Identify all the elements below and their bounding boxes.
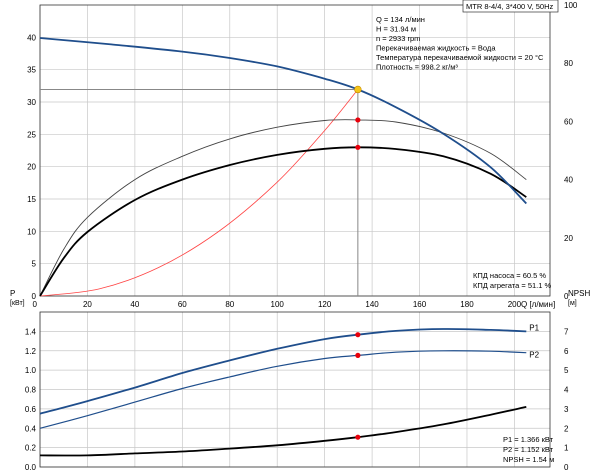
pump-efficiency-curve <box>39 119 527 297</box>
y2-tick-label: 60 <box>564 117 573 126</box>
y2-tick-label: 40 <box>564 176 573 185</box>
y-tick-label: 0.2 <box>25 444 37 453</box>
npsh-curve <box>39 406 527 457</box>
y-tick-label: 0.8 <box>25 386 37 395</box>
y-tick-label: 0.0 <box>25 463 37 472</box>
efficiency-info-line: КПД агрегата = 51.1 % <box>473 281 551 290</box>
y-tick-label: 35 <box>27 66 36 75</box>
y2-tick-label: 1 <box>564 444 569 453</box>
p1-curve <box>39 328 527 415</box>
x-tick-label: 20 <box>83 300 92 309</box>
duty-info-line: H = 31.94 м <box>376 25 416 34</box>
efficiency-info-line: КПД насоса = 60.5 % <box>473 271 546 280</box>
y-tick-label: 20 <box>27 163 36 172</box>
operating-point-marker <box>355 117 361 123</box>
x-tick-label: 120 <box>318 300 332 309</box>
x-tick-label: 40 <box>130 300 139 309</box>
duty-info-line: Плотность = 998.2 кг/м³ <box>376 63 458 72</box>
duty-info-line: n = 2933 rpm <box>376 34 420 43</box>
x-tick-label: 0 <box>33 300 38 309</box>
y-tick-label: 0.4 <box>25 424 37 433</box>
y2-tick-label: 5 <box>564 366 569 375</box>
x-tick-label: 180 <box>460 300 474 309</box>
series-label-p2: P2 <box>529 351 539 360</box>
y-tick-label: 15 <box>27 195 36 204</box>
y-tick-label: 30 <box>27 98 36 107</box>
y2-tick-label: 0 <box>564 463 569 472</box>
y-tick-label: 5 <box>32 260 37 269</box>
x-tick-label: 100 <box>271 300 285 309</box>
power-info-line: P1 = 1.366 кВт <box>503 435 554 444</box>
p2-curve <box>39 350 527 429</box>
operating-point-marker <box>355 434 361 440</box>
duty-info-line: Перекачиваемая жидкость = Вода <box>376 44 496 53</box>
operating-point-marker <box>355 352 361 358</box>
unit-efficiency-curve <box>39 146 527 297</box>
x-axis-title: Q [л/мин] <box>521 300 555 309</box>
operating-point-marker <box>355 332 361 338</box>
y-tick-label: 1.4 <box>25 327 37 336</box>
y-tick-label: 1.2 <box>25 347 37 356</box>
y-tick-label: 1.0 <box>25 366 37 375</box>
y2-tick-label: 20 <box>564 234 573 243</box>
x-tick-label: 160 <box>413 300 427 309</box>
system-curve <box>39 89 359 297</box>
y2-tick-label: 0 <box>564 292 569 301</box>
y-tick-label: 0 <box>32 292 37 301</box>
y-tick-label: 40 <box>27 33 36 42</box>
chart-title: MTR 8-4/4, 3*400 V, 50Hz <box>466 2 554 11</box>
y2-axis-title: NPSH <box>568 289 590 298</box>
power-info-line: NPSH = 1.54 м <box>503 455 554 464</box>
y2-tick-label: 4 <box>564 386 569 395</box>
y2-tick-label: 6 <box>564 347 569 356</box>
y2-tick-label: 100 <box>564 1 578 10</box>
y2-tick-label: 80 <box>564 59 573 68</box>
x-tick-label: 200 <box>508 300 522 309</box>
plot-frame <box>39 4 551 297</box>
duty-info-line: Температура перекачиваемой жидкости = 20… <box>376 53 544 62</box>
y-tick-label: 10 <box>27 227 36 236</box>
operating-point-marker <box>355 144 361 150</box>
y2-tick-label: 7 <box>564 327 569 336</box>
duty-info-line: Q = 134 л/мин <box>376 15 425 24</box>
x-tick-label: 60 <box>178 300 187 309</box>
duty-point-marker <box>354 85 362 94</box>
x-tick-label: 80 <box>225 300 234 309</box>
plot-frame <box>39 311 551 468</box>
title-box <box>462 0 559 13</box>
head-curve <box>39 37 527 205</box>
y2-tick-label: 3 <box>564 405 569 414</box>
series-label-p1: P1 <box>529 323 539 332</box>
y2-axis-unit: [м] <box>568 300 577 307</box>
x-tick-label: 140 <box>365 300 379 309</box>
power-info-line: P2 = 1.152 кВт <box>503 445 554 454</box>
y-axis-title: P <box>10 289 15 298</box>
y2-tick-label: 2 <box>564 424 569 433</box>
y-tick-label: 0.6 <box>25 405 37 414</box>
y-tick-label: 25 <box>27 130 36 139</box>
y-axis-unit: [кВт] <box>10 300 25 307</box>
